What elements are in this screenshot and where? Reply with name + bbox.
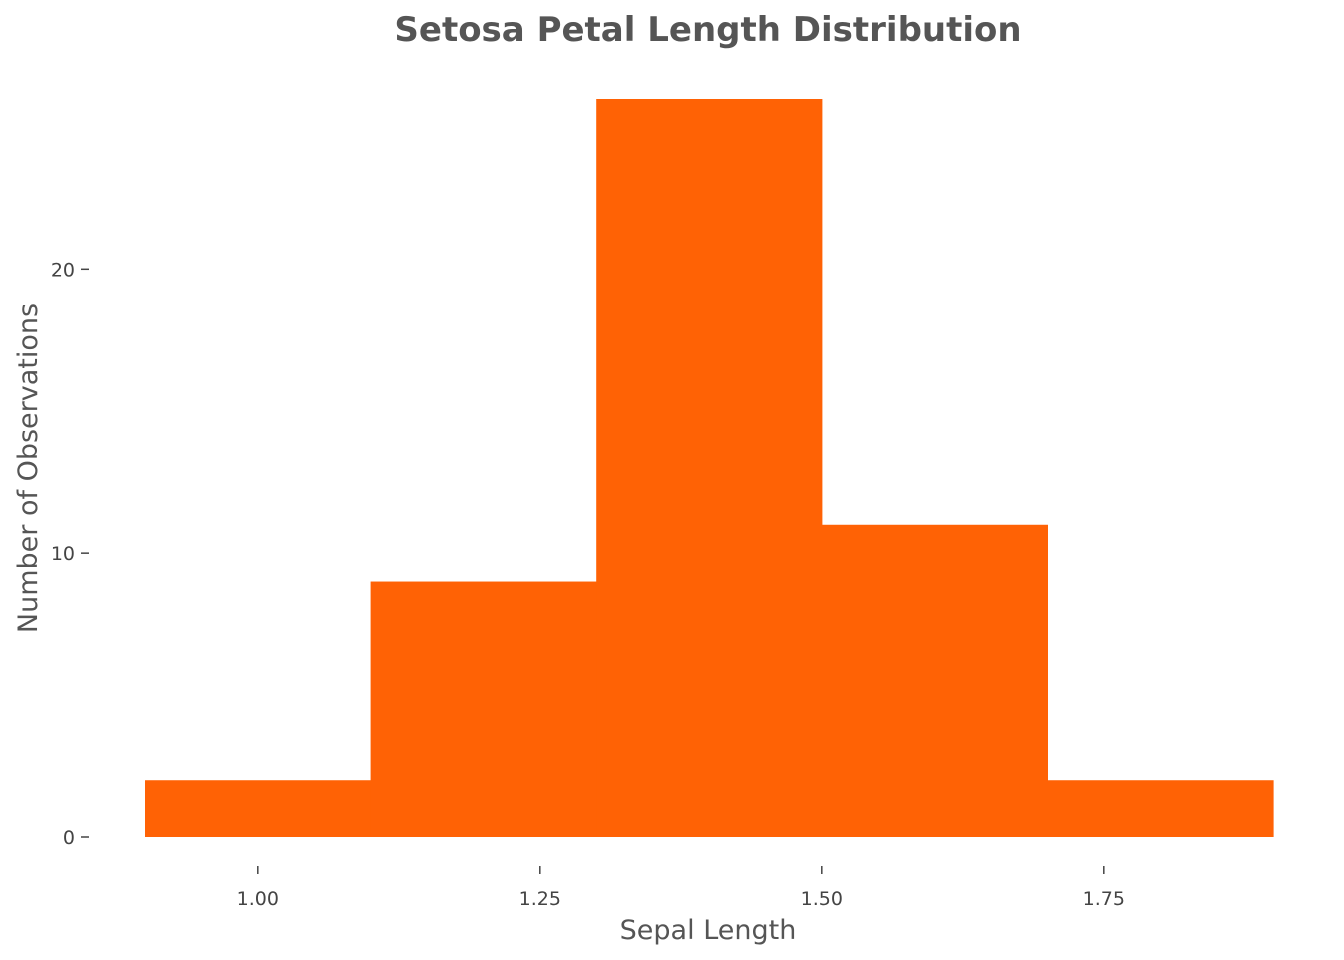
x-tick-label: 1.00 xyxy=(237,888,279,910)
histogram-bar-2 xyxy=(370,581,597,837)
chart-title: Setosa Petal Length Distribution xyxy=(394,10,1021,50)
histogram-bar-4 xyxy=(821,524,1048,837)
x-axis-title: Sepal Length xyxy=(620,915,797,946)
y-tick-label: 10 xyxy=(51,543,75,565)
x-tick-label: 1.75 xyxy=(1083,888,1125,910)
x-tick-label: 1.50 xyxy=(801,888,843,910)
histogram-bar-3 xyxy=(596,99,823,837)
y-tick-label: 0 xyxy=(63,827,75,849)
x-axis: 1.00 1.25 1.50 1.75 xyxy=(237,866,1125,910)
y-axis: 0 10 20 xyxy=(51,259,89,849)
histogram-bar-5 xyxy=(1047,780,1274,837)
y-axis-title: Number of Observations xyxy=(13,303,44,633)
x-tick-label: 1.25 xyxy=(519,888,561,910)
bars-group xyxy=(145,99,1274,837)
y-tick-label: 20 xyxy=(51,259,75,281)
histogram-bar-1 xyxy=(145,780,372,837)
